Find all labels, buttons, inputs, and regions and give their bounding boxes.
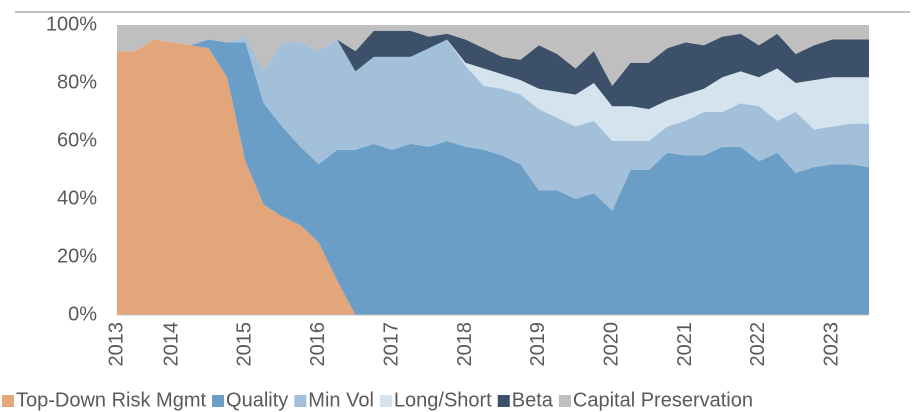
x-tick-label: 2016 — [307, 322, 329, 367]
legend-label: Beta — [512, 389, 554, 411]
y-tick-label: 80% — [57, 71, 97, 93]
y-tick-label: 0% — [68, 303, 97, 325]
legend-label: Quality — [226, 389, 288, 411]
legend-swatch — [558, 395, 571, 407]
area — [117, 39, 869, 315]
legend-swatch — [212, 395, 225, 407]
x-tick-label: 2023 — [821, 322, 843, 367]
legend-swatch — [497, 395, 510, 407]
area — [117, 39, 869, 315]
area — [117, 36, 869, 141]
x-tick-label: 2019 — [527, 322, 549, 367]
y-tick-label: 60% — [57, 129, 97, 151]
legend-swatch — [379, 395, 392, 407]
x-tick-label: 2018 — [454, 322, 476, 367]
x-tick-label: 2017 — [380, 322, 402, 367]
x-tick-label: 2015 — [234, 322, 256, 367]
legend-label: Capital Preservation — [573, 389, 753, 411]
legend-label: Top-Down Risk Mgmt — [16, 389, 206, 411]
area — [117, 25, 869, 86]
legend-swatch — [294, 395, 307, 407]
area — [117, 36, 869, 211]
y-tick-label: 100% — [46, 13, 97, 35]
area — [117, 30, 869, 110]
y-tick-label: 20% — [57, 245, 97, 267]
x-tick-label: 2021 — [674, 322, 696, 367]
legend-swatch — [2, 395, 14, 407]
x-tick-label: 2022 — [747, 322, 769, 367]
legend-label: Min Vol — [308, 389, 374, 411]
x-tick-label: 2020 — [601, 322, 623, 367]
x-tick-label: 2014 — [160, 322, 182, 367]
legend-label: Long/Short — [394, 389, 492, 411]
y-tick-label: 40% — [57, 187, 97, 209]
x-tick-label: 2013 — [105, 322, 127, 367]
